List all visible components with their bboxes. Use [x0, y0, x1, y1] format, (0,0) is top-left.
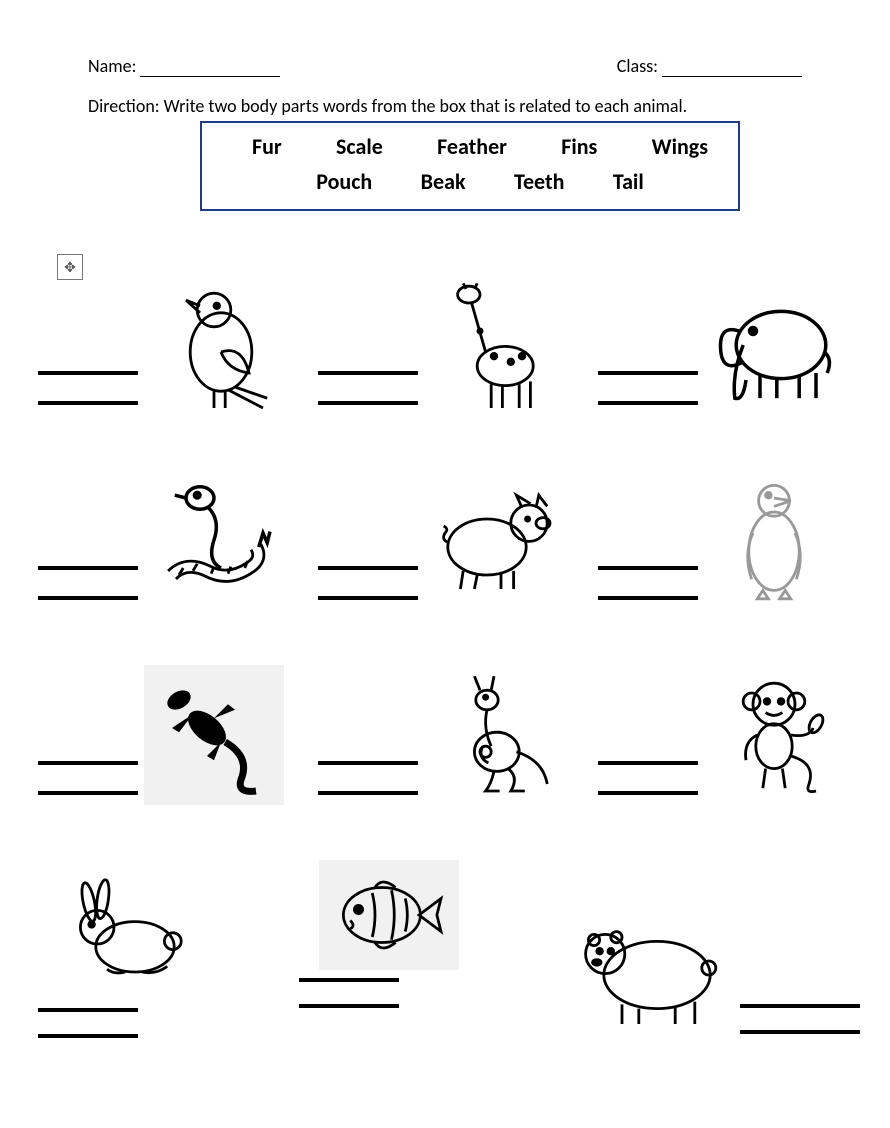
word: Scale — [336, 133, 383, 160]
word: Teeth — [514, 168, 564, 195]
answer-line[interactable] — [38, 371, 138, 375]
answer-line[interactable] — [740, 1004, 860, 1008]
answer-line[interactable] — [38, 596, 138, 600]
word: Feather — [437, 133, 507, 160]
header-row: Name: Class: — [70, 55, 820, 77]
answer-lines — [318, 566, 418, 600]
name-label: Name: — [88, 55, 136, 77]
answer-lines — [318, 371, 418, 405]
answer-line[interactable] — [38, 1034, 138, 1038]
answer-lines — [598, 371, 698, 405]
answer-line[interactable] — [38, 1008, 138, 1012]
answer-line[interactable] — [318, 566, 418, 570]
cell-monkey — [598, 665, 858, 805]
cell-kangaroo — [318, 665, 578, 805]
answer-line[interactable] — [598, 791, 698, 795]
rabbit-image — [58, 860, 198, 1000]
word: Pouch — [316, 168, 372, 195]
answer-line[interactable] — [38, 401, 138, 405]
answer-lines — [598, 761, 698, 795]
cell-lizard — [38, 665, 298, 805]
monkey-image — [704, 665, 844, 805]
answer-lines — [38, 371, 138, 405]
grid-row — [38, 275, 860, 415]
class-field: Class: — [617, 55, 802, 77]
answer-lines — [598, 566, 698, 600]
grid-row — [38, 470, 860, 610]
word-box: Fur Scale Feather Fins Wings Pouch Beak … — [200, 121, 740, 211]
answer-lines — [38, 761, 138, 795]
cell-fish — [299, 860, 540, 1038]
bear-image — [566, 898, 734, 1038]
word: Wings — [652, 133, 708, 160]
class-blank[interactable] — [662, 60, 802, 77]
answer-lines — [299, 978, 399, 1008]
word: Fins — [561, 133, 597, 160]
kangaroo-image — [424, 665, 564, 805]
answer-line[interactable] — [740, 1030, 860, 1034]
answer-line[interactable] — [318, 791, 418, 795]
word: Tail — [613, 168, 644, 195]
pig-image — [424, 470, 564, 610]
answer-line[interactable] — [598, 371, 698, 375]
answer-lines — [318, 761, 418, 795]
answer-lines — [740, 1004, 860, 1034]
answer-line[interactable] — [318, 761, 418, 765]
answer-line[interactable] — [38, 791, 138, 795]
elephant-image — [704, 275, 844, 415]
bird-image — [144, 275, 284, 415]
answer-line[interactable] — [318, 401, 418, 405]
cell-snake — [38, 470, 298, 610]
class-label: Class: — [617, 55, 658, 77]
answer-lines — [38, 1008, 138, 1038]
cell-bird — [38, 275, 298, 415]
giraffe-image — [424, 275, 564, 415]
animal-grid — [38, 275, 860, 1038]
penguin-image — [704, 470, 844, 610]
word: Fur — [252, 133, 282, 160]
name-field: Name: — [88, 55, 280, 77]
word: Beak — [421, 168, 466, 195]
cell-elephant — [598, 275, 858, 415]
worksheet-page: Name: Class: Direction: Write two body p… — [0, 0, 890, 1128]
answer-line[interactable] — [38, 566, 138, 570]
answer-line[interactable] — [299, 978, 399, 982]
direction-text: Direction: Write two body parts words fr… — [70, 95, 820, 117]
cell-giraffe — [318, 275, 578, 415]
word-row-2: Pouch Beak Teeth Tail — [242, 162, 718, 195]
snake-image — [144, 470, 284, 610]
name-blank[interactable] — [140, 60, 280, 77]
grid-row — [38, 860, 860, 1038]
answer-line[interactable] — [299, 1004, 399, 1008]
cell-bear — [560, 860, 860, 1038]
grid-row — [38, 665, 860, 805]
answer-line[interactable] — [598, 596, 698, 600]
lizard-image — [144, 665, 284, 805]
answer-line[interactable] — [598, 566, 698, 570]
answer-lines — [38, 566, 138, 600]
cell-penguin — [598, 470, 858, 610]
answer-line[interactable] — [318, 596, 418, 600]
answer-line[interactable] — [598, 401, 698, 405]
cell-rabbit — [38, 860, 279, 1038]
word-row-1: Fur Scale Feather Fins Wings — [242, 131, 718, 162]
fish-image — [319, 860, 459, 970]
cell-pig — [318, 470, 578, 610]
answer-line[interactable] — [598, 761, 698, 765]
answer-line[interactable] — [38, 761, 138, 765]
answer-line[interactable] — [318, 371, 418, 375]
